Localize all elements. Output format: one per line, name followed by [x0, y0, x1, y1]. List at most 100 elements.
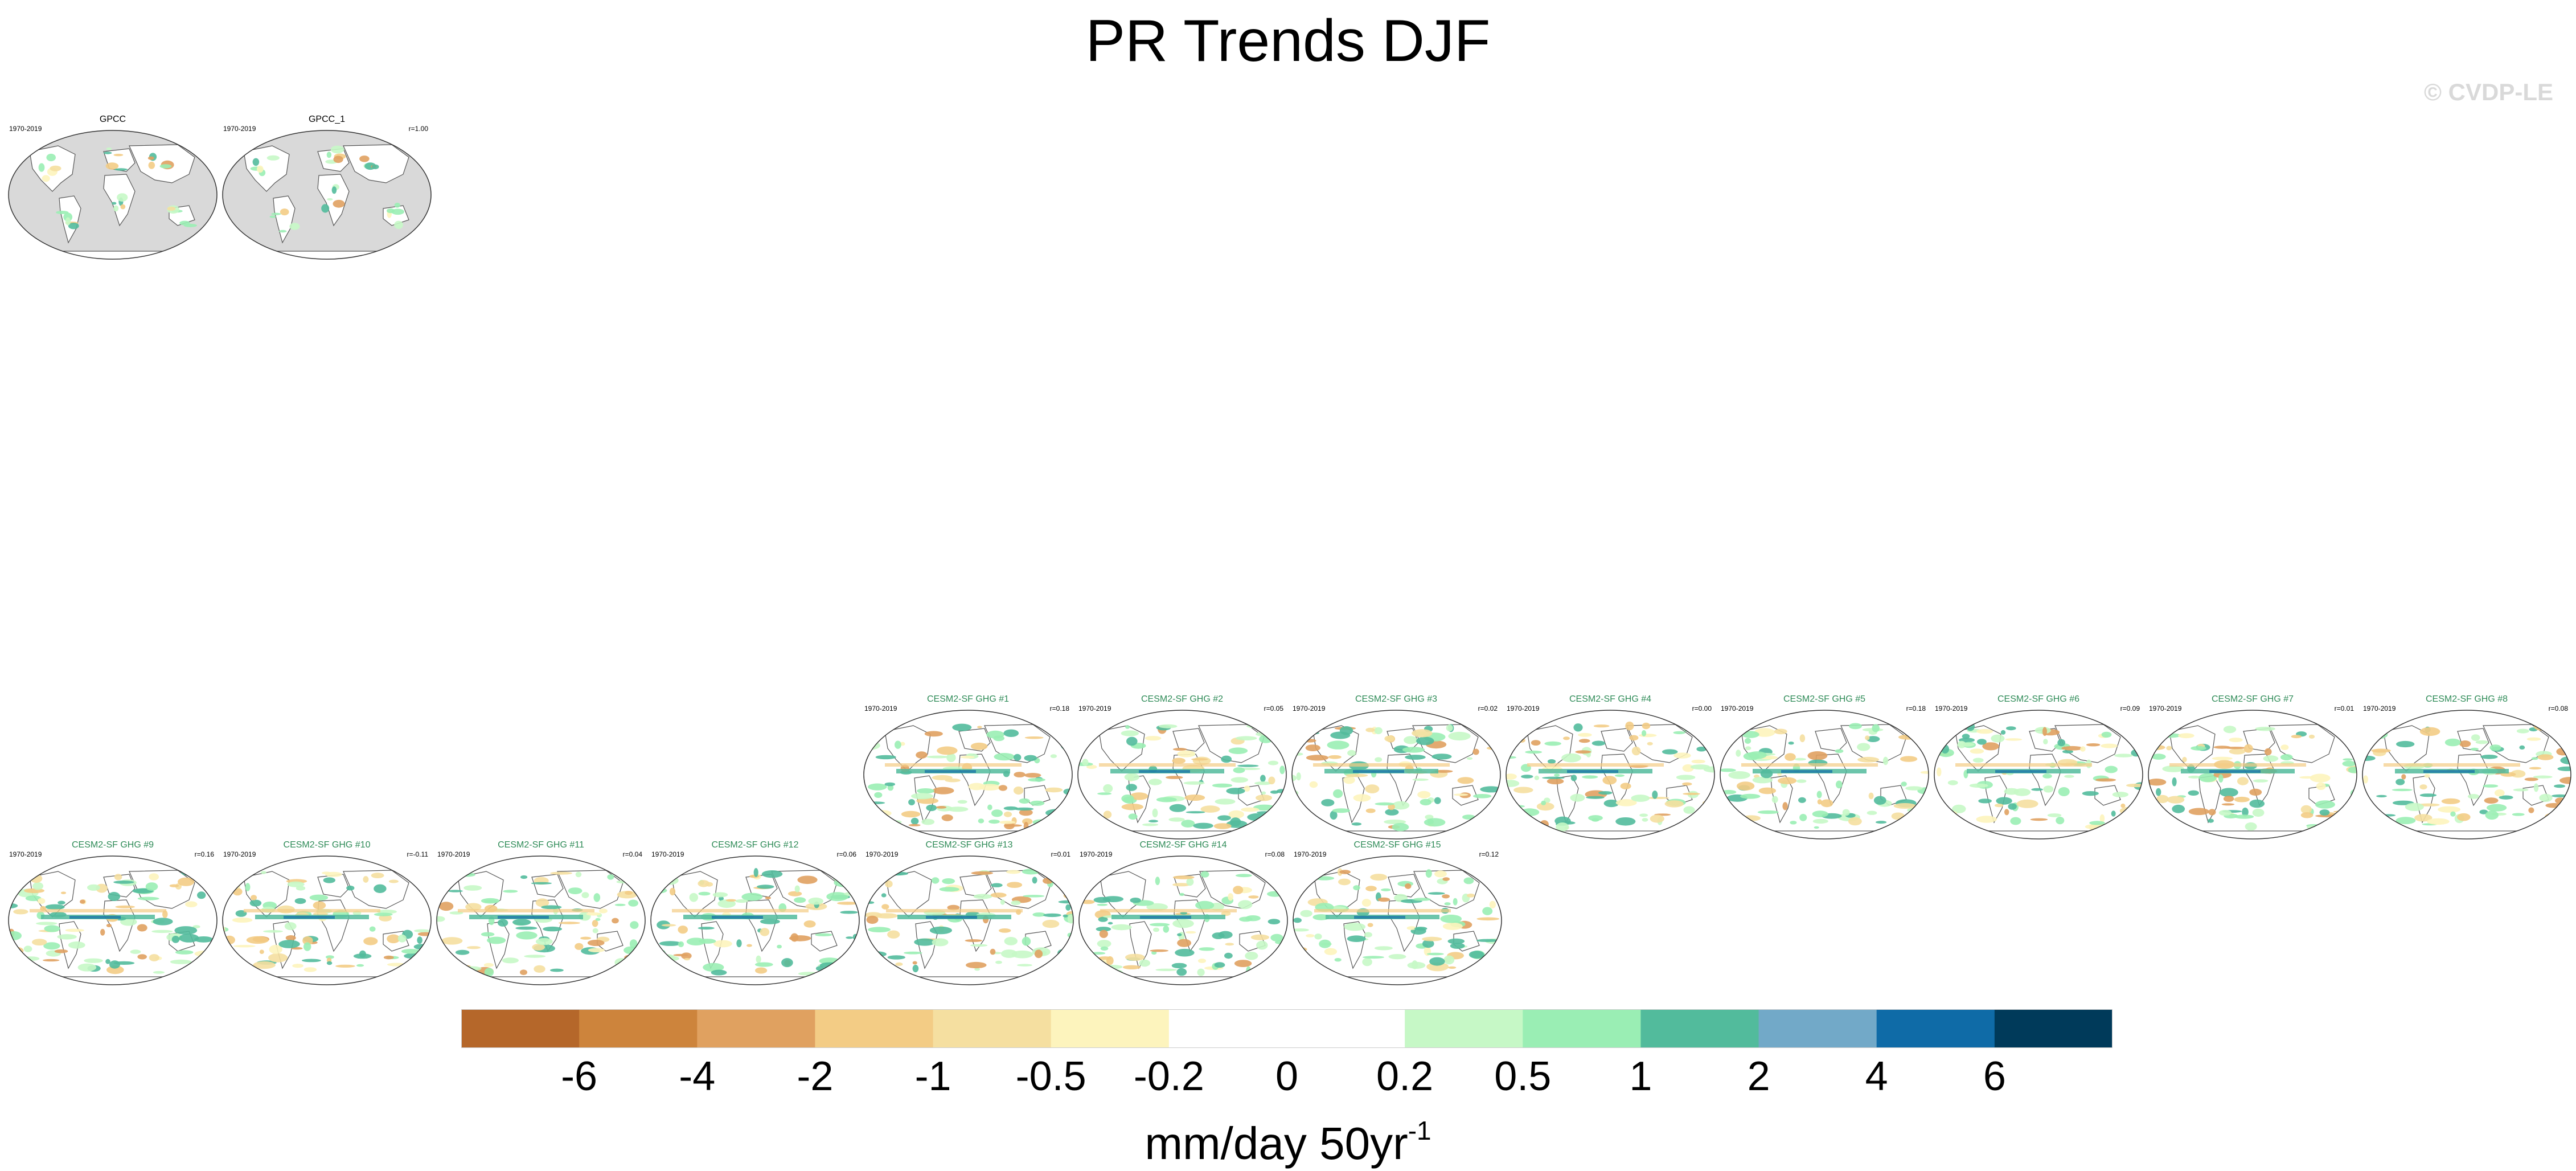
panel-years: 1970-2019	[223, 850, 256, 858]
ensemble-member-panel: CESM2-SF GHG #13 1970-2019 r=0.01	[863, 840, 1075, 988]
panel-years: 1970-2019	[1294, 850, 1327, 858]
colorbar-tick-label: -0.5	[1015, 1054, 1086, 1099]
global-map	[1077, 710, 1287, 840]
global-map	[1934, 710, 2143, 840]
global-map	[2148, 710, 2357, 840]
panel-title: CESM2-SF GHG #4	[1569, 694, 1652, 704]
ensemble-member-panel: CESM2-SF GHG #11 1970-2019 r=0.04	[435, 840, 647, 988]
global-map	[864, 855, 1074, 985]
global-map	[222, 855, 432, 985]
panel-title: CESM2-SF GHG #1	[926, 694, 1010, 704]
units-exponent: -1	[1408, 1116, 1431, 1145]
panel-pattern-correlation: r=0.08	[2548, 705, 2568, 713]
colorbar-segment	[1758, 1009, 1877, 1048]
units-label: mm/day 50yr	[1145, 1118, 1408, 1169]
global-map	[1506, 710, 1715, 840]
colorbar-segment	[1051, 1009, 1170, 1048]
panel-title: CESM2-SF GHG #12	[711, 840, 799, 850]
panel-pattern-correlation: r=-0.11	[407, 850, 428, 858]
colorbar-tick-label: 2	[1747, 1054, 1770, 1099]
ensemble-member-panel: CESM2-SF GHG #6 1970-2019 r=0.09	[1933, 694, 2144, 842]
panel-pattern-correlation: r=0.04	[622, 850, 642, 858]
ensemble-member-panel: CESM2-SF GHG #15 1970-2019 r=0.12	[1291, 840, 1503, 988]
panel-pattern-correlation: r=0.18	[1049, 705, 1069, 713]
colorbar-tick-label: -4	[679, 1054, 716, 1099]
ensemble-member-panel: CESM2-SF GHG #1 1970-2019 r=0.18	[862, 694, 1074, 842]
observation-panel: GPCC 1970-2019	[7, 114, 219, 262]
panel-title: CESM2-SF GHG #10	[283, 840, 371, 850]
panel-pattern-correlation: r=0.18	[1906, 705, 1926, 713]
panel-pattern-correlation: r=0.16	[194, 850, 214, 858]
colorbar-segment	[1994, 1009, 2113, 1048]
colorbar-tick-label: 0	[1275, 1054, 1299, 1099]
global-map	[863, 710, 1073, 840]
panel-years: 1970-2019	[1507, 705, 1540, 713]
colorbar-tick-label: 1	[1629, 1054, 1652, 1099]
colorbar-tick-label: -1	[914, 1054, 951, 1099]
global-map	[1293, 855, 1502, 985]
panel-pattern-correlation: r=0.02	[1478, 705, 1498, 713]
colorbar-segment	[579, 1009, 698, 1048]
colorbar-tick-label: -6	[561, 1054, 598, 1099]
ensemble-member-panel: CESM2-SF GHG #7 1970-2019 r=0.01	[2147, 694, 2358, 842]
colorbar-segment	[461, 1009, 580, 1048]
ensemble-member-panel: CESM2-SF GHG #2 1970-2019 r=0.05	[1076, 694, 1288, 842]
panel-pattern-correlation: r=1.00	[408, 125, 428, 133]
colorbar-segment	[697, 1009, 815, 1048]
colorbar-segment	[1287, 1009, 1405, 1048]
panel-pattern-correlation: r=0.06	[836, 850, 856, 858]
colorbar-tick-label: 6	[1983, 1054, 2006, 1099]
colorbar-units: mm/day 50yr-1	[0, 1105, 2576, 1169]
colorbar-tick-label: -0.2	[1133, 1054, 1204, 1099]
panel-title: GPCC_1	[308, 114, 346, 124]
panel-years: 1970-2019	[1078, 705, 1111, 713]
ensemble-member-panel: CESM2-SF GHG #10 1970-2019 r=-0.11	[221, 840, 433, 988]
colorbar-tick-label: -2	[797, 1054, 834, 1099]
panel-title: CESM2-SF GHG #11	[498, 840, 584, 850]
colorbar-segment	[1168, 1009, 1287, 1048]
colorbar-segment	[1876, 1009, 1995, 1048]
panel-years: 1970-2019	[1080, 850, 1113, 858]
panel-years: 1970-2019	[223, 125, 256, 133]
global-map	[436, 855, 646, 985]
panel-years: 1970-2019	[9, 125, 42, 133]
panel-title: CESM2-SF GHG #8	[2425, 694, 2508, 704]
global-map	[1291, 710, 1501, 840]
colorbar-tick-label: 0.2	[1376, 1054, 1434, 1099]
panel-title: CESM2-SF GHG #5	[1783, 694, 1866, 704]
observation-panel: GPCC_1 1970-2019 r=1.00	[221, 114, 433, 262]
panel-years: 1970-2019	[2149, 705, 2182, 713]
panel-years: 1970-2019	[864, 705, 897, 713]
panel-pattern-correlation: r=0.09	[2120, 705, 2140, 713]
panel-title: CESM2-SF GHG #9	[71, 840, 154, 850]
panel-title: CESM2-SF GHG #13	[925, 840, 1013, 850]
global-map	[222, 130, 432, 260]
global-map	[8, 855, 218, 985]
panel-pattern-correlation: r=0.05	[1264, 705, 1283, 713]
panel-title: CESM2-SF GHG #7	[2211, 694, 2294, 704]
panel-years: 1970-2019	[865, 850, 899, 858]
panel-title: CESM2-SF GHG #15	[1353, 840, 1441, 850]
panel-years: 1970-2019	[1935, 705, 1968, 713]
colorbar-segment	[1523, 1009, 1641, 1048]
colorbar-frame	[461, 1009, 2113, 1048]
global-map	[8, 130, 218, 260]
panel-pattern-correlation: r=0.08	[1265, 850, 1285, 858]
panel-title: GPCC	[99, 114, 126, 124]
colorbar-tick-label: 4	[1865, 1054, 1888, 1099]
panel-pattern-correlation: r=0.00	[1692, 705, 1712, 713]
ensemble-member-panel: CESM2-SF GHG #14 1970-2019 r=0.08	[1077, 840, 1289, 988]
panel-years: 1970-2019	[1293, 705, 1326, 713]
panel-pattern-correlation: r=0.12	[1479, 850, 1499, 858]
cvdp-watermark: © CVDP-LE	[2424, 79, 2553, 105]
ensemble-member-panel: CESM2-SF GHG #5 1970-2019 r=0.18	[1718, 694, 1930, 842]
panel-title: CESM2-SF GHG #6	[1997, 694, 2080, 704]
colorbar-tick-label: 0.5	[1494, 1054, 1552, 1099]
panel-pattern-correlation: r=0.01	[1051, 850, 1070, 858]
ensemble-member-panel: CESM2-SF GHG #4 1970-2019 r=0.00	[1504, 694, 1716, 842]
colorbar-segment	[933, 1009, 1052, 1048]
panel-years: 1970-2019	[437, 850, 470, 858]
ensemble-member-panel: CESM2-SF GHG #8 1970-2019 r=0.08	[2361, 694, 2573, 842]
ensemble-member-panel: CESM2-SF GHG #12 1970-2019 r=0.06	[649, 840, 861, 988]
colorbar-segment	[815, 1009, 934, 1048]
